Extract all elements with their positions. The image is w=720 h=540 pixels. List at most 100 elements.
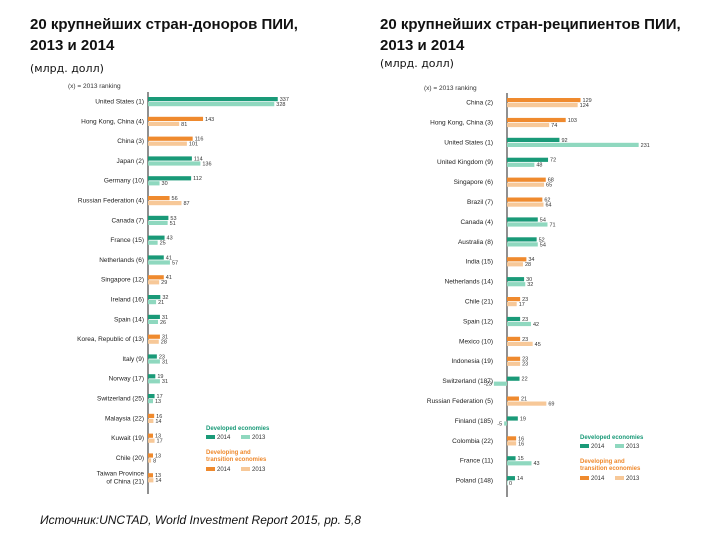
- recipient-bar-2014: [507, 157, 549, 162]
- recipient-category-label: United States (1): [444, 139, 493, 146]
- recipient-value-label-2013: 42: [533, 322, 539, 328]
- recipient-bar-2014: [507, 297, 521, 302]
- donor-bar-2013: [148, 379, 160, 384]
- donor-category-label: Kuwait (19): [111, 435, 144, 442]
- recipient-value-label-2013: 23: [522, 362, 528, 368]
- donor-value-label-2014: 31: [162, 335, 168, 341]
- recipient-category-label: France (11): [460, 458, 493, 465]
- recipient-value-label-2014: 23: [522, 317, 528, 323]
- recipient-value-label-2014: 15: [518, 456, 524, 462]
- recipient-value-label-2014: 19: [520, 416, 526, 422]
- recipient-value-label-2014: 92: [561, 138, 567, 144]
- donor-value-label-2014: 43: [167, 236, 173, 242]
- donor-value-label-2013: 21: [158, 300, 164, 306]
- recipient-value-label-2014: 21: [521, 397, 527, 403]
- donor-bar-2014: [148, 255, 164, 260]
- donor-category-label: Singapore (12): [101, 277, 144, 284]
- donor-category-label: Italy (9): [122, 356, 144, 363]
- recipient-bar-2013: [507, 461, 532, 466]
- recipient-bar-2014: [507, 237, 537, 242]
- recipient-bar-2014: [507, 137, 560, 142]
- recipient-bar-2014: [507, 316, 521, 322]
- donor-bar-2013: [148, 141, 187, 146]
- donor-legend-group1-title: Developed economies: [206, 426, 270, 432]
- recipient-category-label: Netherlands (14): [445, 279, 493, 286]
- donor-category-label: Netherlands (6): [99, 257, 144, 264]
- donor-value-label-2013: 25: [160, 241, 166, 247]
- donor-value-label-2013: 13: [155, 399, 161, 405]
- donor-bar-2014: [148, 295, 161, 300]
- right-chart-title: 20 крупнейших стран-реципиентов ПИИ, 201…: [380, 14, 681, 56]
- recipient-category-label: Switzerland (187): [442, 378, 493, 385]
- recipient-value-label-2013: 54: [540, 242, 546, 248]
- recipient-bar-2013: [507, 262, 523, 267]
- left-chart-title: 20 крупнейших стран-доноров ПИИ, 2013 и …: [30, 14, 298, 56]
- donor-bar-2014: [148, 413, 155, 418]
- recipient-value-label-2014: 62: [544, 198, 550, 204]
- recipient-value-label-2014: 30: [526, 277, 532, 283]
- recipient-bar-2014: [507, 217, 538, 222]
- recipient-bar-2014: [507, 436, 517, 441]
- recipient-bar-2013: [507, 341, 533, 346]
- recipient-value-label-2014: 103: [568, 118, 577, 124]
- donor-value-label-2013: 8: [153, 458, 156, 464]
- donor-category-label: Canada (7): [111, 217, 144, 224]
- donor-bar-2013: [148, 102, 275, 107]
- donor-legend-group2-title: transition economies: [206, 457, 267, 463]
- recipient-bar-2013: [507, 401, 547, 406]
- recipient-value-label-2014: 54: [540, 217, 546, 223]
- donor-bar-2013: [148, 458, 152, 463]
- recipient-category-label: Hong Kong, China (3): [430, 119, 493, 126]
- donor-legend-label-2014: 2014: [217, 467, 231, 473]
- recipient-value-label-2013: 74: [551, 123, 557, 129]
- recipient-category-label: Brazil (7): [467, 199, 493, 206]
- donor-value-label-2014: 32: [162, 295, 168, 301]
- donor-bar-2013: [148, 161, 201, 166]
- donor-legend-swatch-dvg-2013: [241, 467, 250, 471]
- recipient-bar-2013: [504, 421, 507, 426]
- donor-bar-2014: [148, 314, 160, 319]
- donor-bar-2013: [148, 121, 180, 126]
- donor-category-label: China (3): [117, 138, 144, 145]
- donor-bar-2013: [148, 280, 160, 285]
- recipient-legend-group2-title: transition economies: [580, 466, 641, 472]
- donor-bar-2013: [148, 319, 159, 324]
- donor-bar-2014: [148, 196, 170, 201]
- recipient-value-label-2013: 48: [536, 163, 542, 169]
- donor-value-label-2013: 29: [161, 280, 167, 286]
- donor-bar-2014: [148, 433, 154, 438]
- donor-bar-2014: [148, 97, 278, 102]
- recipient-category-label: Poland (148): [456, 478, 493, 485]
- recipient-bar-2013: [507, 302, 517, 307]
- donor-value-label-2013: 328: [276, 102, 285, 108]
- right-title-line2: 2013 и 2014: [380, 37, 465, 54]
- donor-bar-2013: [148, 438, 155, 443]
- donor-bar-2013: [148, 201, 182, 206]
- donor-bar-2014: [148, 235, 165, 240]
- recipient-value-label-2013: 28: [525, 262, 531, 268]
- donor-category-label: Korea, Republic of (13): [77, 336, 144, 343]
- donor-ranking-note: (x) = 2013 ranking: [68, 83, 121, 90]
- donor-category-label: of China (21): [106, 479, 144, 486]
- recipient-value-label-2013: 65: [546, 183, 552, 189]
- donor-value-label-2014: 31: [162, 315, 168, 321]
- donor-value-label-2013: 57: [172, 260, 178, 266]
- donor-value-label-2014: 16: [156, 414, 162, 420]
- recipient-legend-label-2014: 2014: [591, 444, 605, 450]
- recipient-value-label-2013: 43: [534, 461, 540, 467]
- recipient-value-label-2014: 23: [522, 297, 528, 303]
- donor-value-label-2014: 112: [193, 176, 202, 182]
- recipient-value-label-2013: 64: [545, 203, 551, 209]
- donor-value-label-2013: 31: [162, 379, 168, 385]
- recipient-bar-2013: [507, 142, 639, 147]
- donor-category-label: Spain (14): [114, 316, 144, 323]
- donor-bar-2014: [148, 136, 193, 141]
- donor-legend-label-2014: 2014: [217, 435, 231, 441]
- donor-value-label-2013: 14: [155, 419, 161, 425]
- recipient-bar-2014: [507, 476, 515, 481]
- recipient-bar-2013: [507, 481, 508, 486]
- recipient-value-label-2014: 14: [517, 476, 523, 482]
- donor-bar-2013: [148, 399, 154, 404]
- donor-value-label-2014: 56: [172, 196, 178, 202]
